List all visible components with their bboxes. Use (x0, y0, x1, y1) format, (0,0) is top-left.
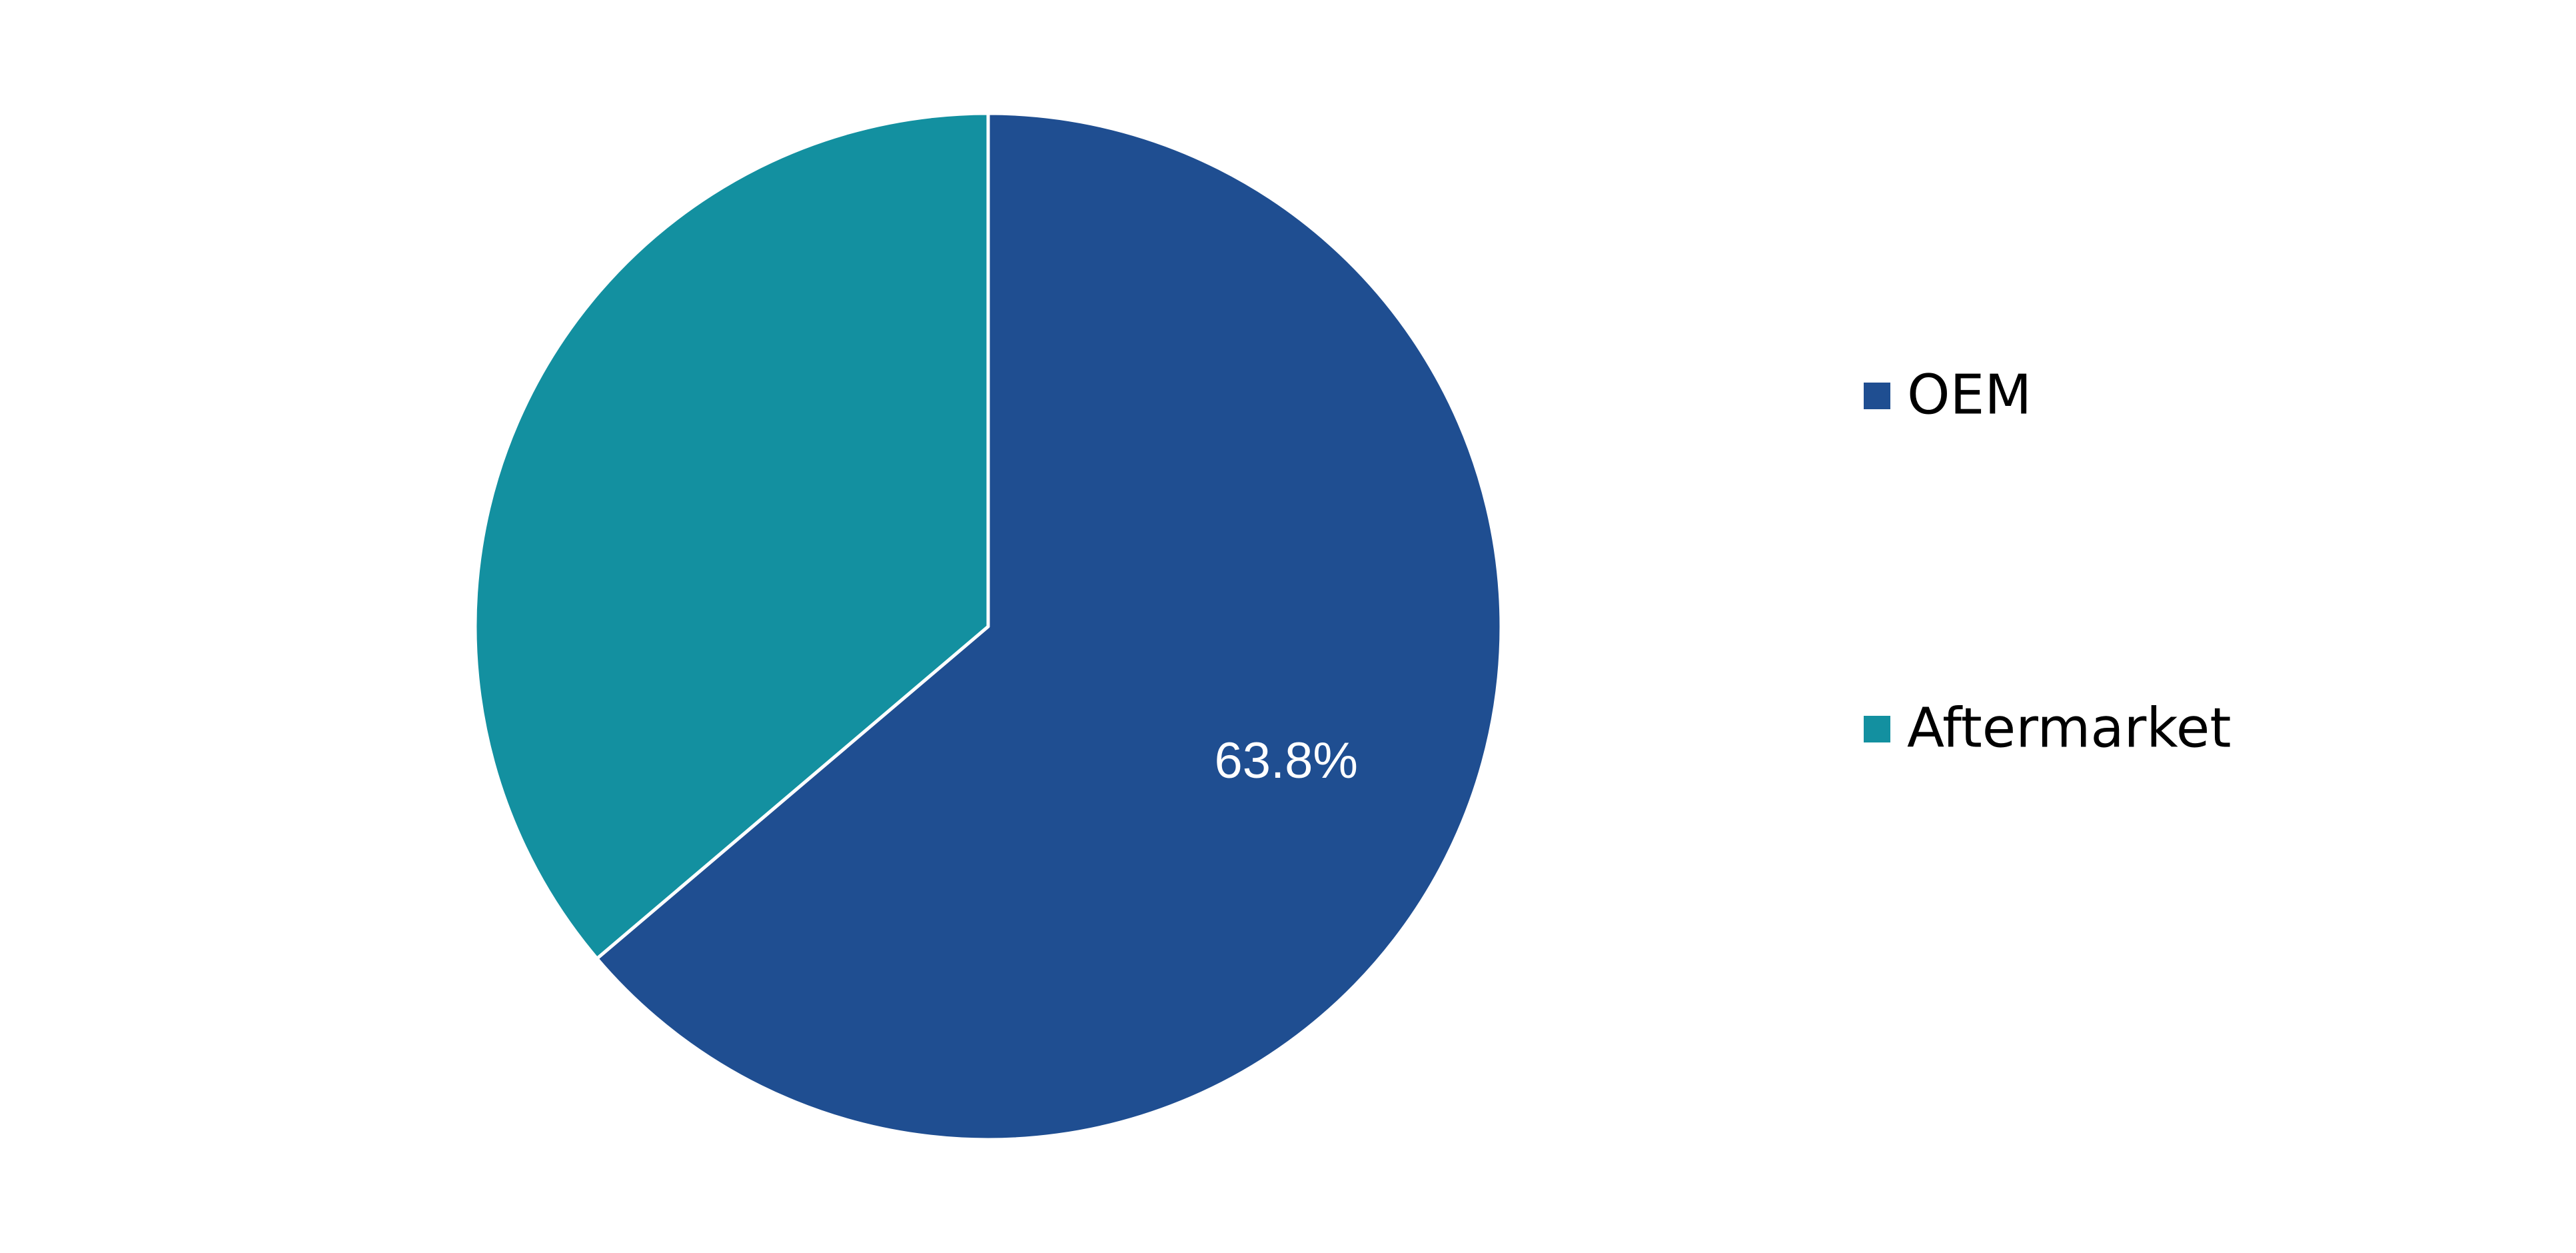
data-label: 63.8% (1214, 732, 1358, 789)
legend-swatch (1864, 383, 1890, 409)
legend-label: Aftermarket (1907, 696, 2231, 760)
legend-swatch (1864, 716, 1890, 742)
legend-label: OEM (1907, 363, 2032, 427)
pie-slice (595, 111, 1503, 1142)
pie-slice (473, 111, 990, 960)
